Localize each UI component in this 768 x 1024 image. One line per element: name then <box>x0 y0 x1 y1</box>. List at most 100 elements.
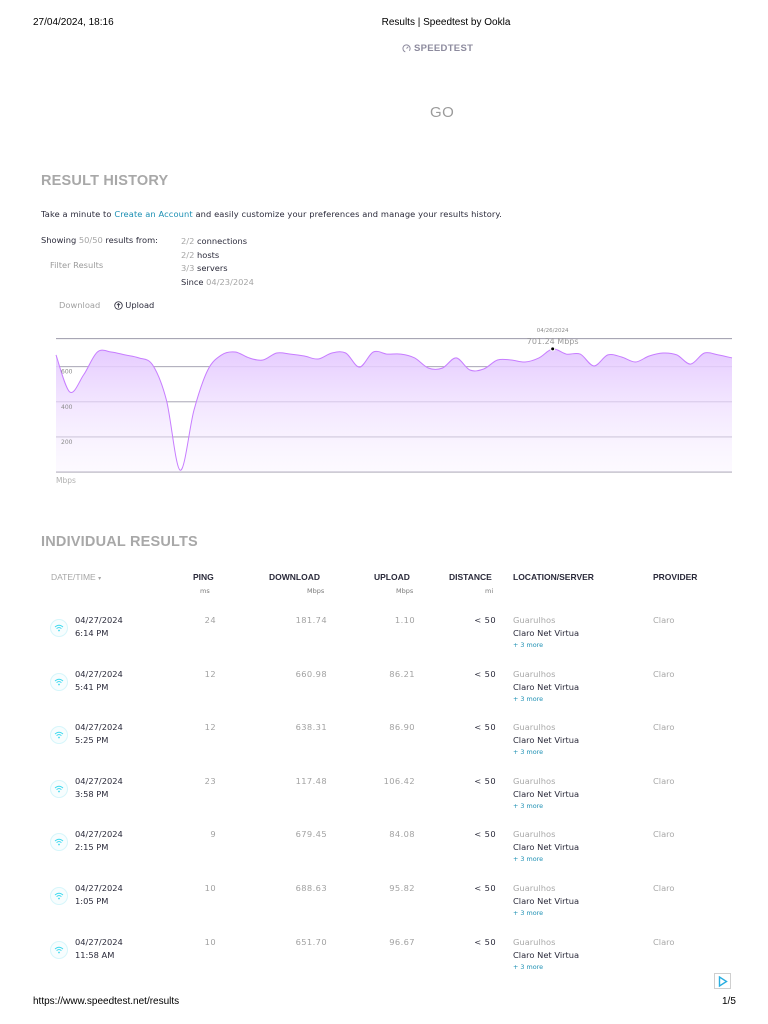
more-servers-link[interactable]: + 3 more <box>513 801 544 810</box>
table-row[interactable]: 04/27/2024 5:25 PM 12 638.31 86.90 < 50 … <box>0 722 768 776</box>
column-header-date-time[interactable]: DATE/TIME ▾ <box>51 572 101 582</box>
result-time: 6:14 PM <box>75 628 109 638</box>
result-download: 688.63 <box>295 883 327 893</box>
more-servers-link[interactable]: + 3 more <box>513 748 544 757</box>
table-row[interactable]: 04/27/2024 1:05 PM 10 688.63 95.82 < 50 … <box>0 883 768 937</box>
speedtest-logo[interactable]: SPEEDTEST <box>402 43 473 54</box>
table-row[interactable]: 04/27/2024 6:14 PM 24 181.74 1.10 < 50 G… <box>0 615 768 669</box>
result-ping: 12 <box>204 668 216 679</box>
table-row[interactable]: 04/27/2024 3:58 PM 23 117.48 106.42 < 50… <box>0 776 768 830</box>
showing-count: 50/50 <box>78 235 103 245</box>
toggle-download[interactable]: Download <box>59 300 101 310</box>
result-date: 04/27/2024 <box>75 936 123 947</box>
intro-before: Take a minute to <box>41 209 115 219</box>
result-location: Guarulhos <box>513 883 556 893</box>
result-time: 5:41 PM <box>75 681 109 692</box>
intro-after: and easily customize your preferences an… <box>192 209 502 219</box>
y-axis-unit: Mbps <box>56 476 76 485</box>
result-server: Claro Net Virtua <box>513 681 580 692</box>
column-header-provider[interactable]: PROVIDER <box>653 572 698 582</box>
result-server: Claro Net Virtua <box>513 788 580 799</box>
adchoices-icon <box>718 975 728 987</box>
result-location: Guarulhos <box>513 829 556 840</box>
result-upload: 86.90 <box>389 722 415 733</box>
result-time: 1:05 PM <box>75 896 109 906</box>
intro-text: Take a minute to Create an Account and e… <box>41 209 502 219</box>
result-distance: < 50 <box>474 936 496 947</box>
result-download: 679.45 <box>295 829 327 840</box>
svg-text:04/26/2024: 04/26/2024 <box>537 328 569 334</box>
result-upload: 96.67 <box>389 936 415 947</box>
result-date: 04/27/2024 <box>75 829 123 840</box>
result-download: 660.98 <box>295 668 327 679</box>
result-provider: Claro <box>653 883 675 893</box>
print-datetime: 27/04/2024, 18:16 <box>33 17 114 28</box>
download-area-chart: 200 400 600 Mbps 04/26/2024 701.24 Mbps <box>55 328 733 485</box>
result-history-title: RESULT HISTORY <box>41 173 169 189</box>
sort-caret-icon: ▾ <box>98 576 102 582</box>
result-distance: < 50 <box>474 829 496 840</box>
result-server: Claro Net Virtua <box>513 896 580 906</box>
showing-suffix: results from: <box>102 235 158 245</box>
result-download: 651.70 <box>295 936 327 947</box>
individual-results-title: INDIVIDUAL RESULTS <box>41 534 198 550</box>
table-row[interactable]: 04/27/2024 2:15 PM 9 679.45 84.08 < 50 G… <box>0 829 768 883</box>
result-location: Guarulhos <box>513 722 556 733</box>
distance-unit: mi <box>485 587 494 595</box>
result-upload: 1.10 <box>394 615 415 625</box>
wifi-icon <box>50 779 68 798</box>
result-time: 3:58 PM <box>75 788 109 799</box>
column-header-upload[interactable]: UPLOAD <box>374 572 410 582</box>
result-server: Claro Net Virtua <box>513 842 580 853</box>
toggle-upload[interactable]: Upload <box>114 300 154 310</box>
result-time: 2:15 PM <box>75 842 109 853</box>
filter-label: connections <box>194 236 248 246</box>
result-ping: 10 <box>204 883 216 893</box>
filter-servers[interactable]: 3/3 servers <box>181 262 254 276</box>
create-account-link[interactable]: Create an Account <box>114 209 193 219</box>
column-header-ping[interactable]: PING <box>193 572 214 582</box>
result-date: 04/27/2024 <box>75 883 123 893</box>
column-header-location-server[interactable]: LOCATION/SERVER <box>513 572 594 582</box>
result-date: 04/27/2024 <box>75 668 123 679</box>
filter-count: 2/2 <box>181 236 195 246</box>
svg-text:701.24 Mbps: 701.24 Mbps <box>527 337 579 346</box>
result-time: 5:25 PM <box>75 735 109 746</box>
result-ping: 23 <box>204 775 216 786</box>
result-distance: < 50 <box>474 883 496 893</box>
result-location: Guarulhos <box>513 775 556 786</box>
filter-results-button[interactable]: Filter Results <box>50 260 104 270</box>
table-row[interactable]: 04/27/2024 11:58 AM 10 651.70 96.67 < 50… <box>0 937 768 991</box>
result-distance: < 50 <box>474 775 496 786</box>
more-servers-link[interactable]: + 3 more <box>513 694 544 703</box>
adchoices-button[interactable] <box>714 973 731 989</box>
wifi-icon <box>50 619 68 637</box>
result-server: Claro Net Virtua <box>513 628 580 638</box>
result-ping: 9 <box>210 829 216 840</box>
more-servers-link[interactable]: + 3 more <box>513 962 544 971</box>
column-header-distance[interactable]: DISTANCE <box>449 572 492 582</box>
result-ping: 12 <box>204 722 216 733</box>
go-button[interactable]: GO <box>430 104 455 121</box>
more-servers-link[interactable]: + 3 more <box>513 855 544 864</box>
result-download: 117.48 <box>295 775 327 786</box>
showing-summary: Showing 50/50 results from: <box>41 235 158 245</box>
more-servers-link[interactable]: + 3 more <box>513 909 544 917</box>
print-footer-page: 1/5 <box>722 996 736 1007</box>
result-upload: 84.08 <box>389 829 415 840</box>
table-row[interactable]: 04/27/2024 5:41 PM 12 660.98 86.21 < 50 … <box>0 669 768 723</box>
date-time-label: DATE/TIME <box>51 572 96 582</box>
chart-tooltip: 04/26/2024 701.24 Mbps <box>527 328 579 352</box>
filter-connections[interactable]: 2/2 connections <box>181 235 254 249</box>
result-server: Claro Net Virtua <box>513 735 580 746</box>
result-ping: 10 <box>204 936 216 947</box>
filter-hosts[interactable]: 2/2 hosts <box>181 249 254 263</box>
result-server: Claro Net Virtua <box>513 949 580 960</box>
more-servers-link[interactable]: + 3 more <box>513 641 544 649</box>
result-history-chart[interactable]: 200 400 600 Mbps 04/26/2024 701.24 Mbps <box>40 320 750 495</box>
column-header-download[interactable]: DOWNLOAD <box>269 572 320 582</box>
wifi-icon <box>50 726 68 745</box>
filter-since[interactable]: Since 04/23/2024 <box>181 276 254 290</box>
result-provider: Claro <box>653 936 675 947</box>
result-distance: < 50 <box>474 668 496 679</box>
